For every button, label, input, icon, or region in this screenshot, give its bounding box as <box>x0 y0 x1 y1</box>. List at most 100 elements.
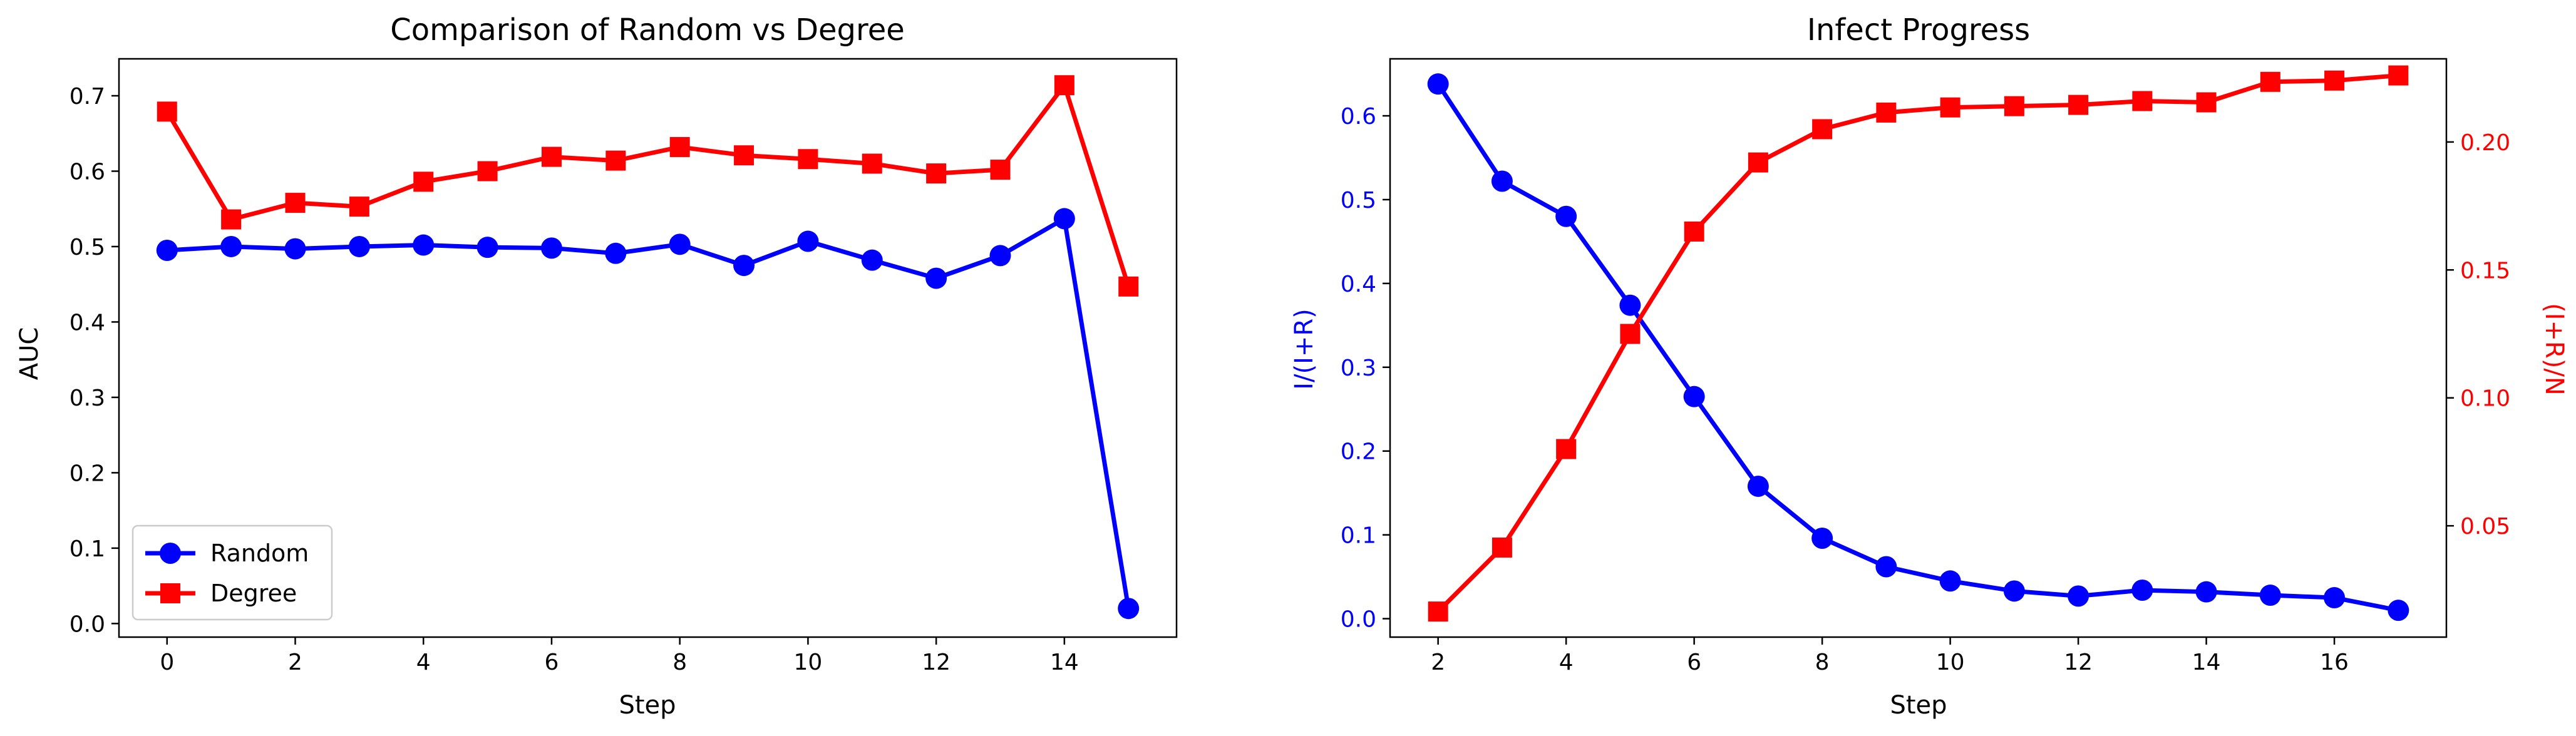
legend-item-random: Random <box>145 539 309 567</box>
series-random-point-2 <box>284 238 306 260</box>
y-tick-label: 0.0 <box>70 611 105 637</box>
series-degree-point-6 <box>541 146 562 167</box>
legend-swatch-marker <box>160 543 181 564</box>
series-right-axis-point-11 <box>2132 91 2153 111</box>
series-random-point-11 <box>861 249 883 271</box>
series-right-axis-line <box>1436 73 2399 613</box>
plot-marks <box>156 75 1140 620</box>
axes: 0 2 4 6 8 10 12 14 0.0 0.1 0.2 0.3 0.4 0.5 0.6 0.7 <box>70 58 1178 675</box>
x-tick-label: 8 <box>1815 650 1830 675</box>
y-tick-label: 0.3 <box>70 386 105 411</box>
x-tick-label: 4 <box>1559 650 1574 675</box>
x-tick-label: 4 <box>416 650 431 675</box>
series-right-axis-point-3 <box>1620 324 1641 344</box>
series-random-point-8 <box>669 233 691 255</box>
y-axis-right-title: (I+R)/N <box>2540 303 2568 396</box>
y-left-tick-label: 0.3 <box>1341 355 1376 381</box>
series-right-axis-point-6 <box>1812 119 1833 140</box>
series-right-axis-point-15 <box>2388 65 2409 86</box>
series-degree-point-1 <box>221 209 242 230</box>
series-right-axis-point-7 <box>1876 102 1897 123</box>
series-degree-point-4 <box>413 171 434 192</box>
y-axis-title: AUC <box>15 327 44 381</box>
x-tick-label: 12 <box>922 650 951 675</box>
series-degree-point-2 <box>285 193 306 213</box>
series-random-point-9 <box>733 255 755 277</box>
chart-title: Comparison of Random vs Degree <box>390 13 905 48</box>
series-right-axis-point-9 <box>2004 96 2024 116</box>
series-random-point-13 <box>989 245 1011 267</box>
series-degree-point-5 <box>477 161 498 181</box>
series-right-axis-point-14 <box>2324 70 2345 91</box>
axes: 2 4 6 8 10 12 14 16 0.0 0.1 0.2 0.3 0.4 0.5 0.6 0.05 0.1… <box>1341 58 2510 675</box>
y-tick-label: 0.2 <box>70 461 105 486</box>
y-left-tick-label: 0.5 <box>1341 188 1376 213</box>
series-random-point-7 <box>605 242 627 264</box>
series-random-point-1 <box>220 235 242 257</box>
series-left-axis-point-6 <box>1811 527 1833 549</box>
series-left-axis-point-7 <box>1875 556 1897 578</box>
series-left-axis-line <box>1436 83 2399 613</box>
series-degree-point-7 <box>605 150 626 171</box>
x-tick-label: 2 <box>1431 650 1445 675</box>
series-right-axis-point-1 <box>1492 537 1512 558</box>
series-degree-point-11 <box>862 153 882 174</box>
x-axis-title: Step <box>619 691 676 720</box>
series-right-axis-point-4 <box>1684 221 1704 242</box>
y-right-tick-label: 0.20 <box>2460 130 2510 156</box>
plot-marks <box>1427 65 2409 622</box>
series-degree-point-8 <box>669 136 690 157</box>
series-degree-point-15 <box>1118 276 1139 297</box>
x-axis-title: Step <box>1890 691 1947 720</box>
series-random-point-12 <box>925 267 947 289</box>
series-degree-point-9 <box>734 145 755 166</box>
legend-box <box>131 524 333 621</box>
series-random-line <box>167 216 1131 609</box>
x-tick-label: 12 <box>2064 650 2093 675</box>
x-tick-label: 14 <box>1050 650 1079 675</box>
y-left-tick-label: 0.2 <box>1341 439 1376 465</box>
series-random-point-10 <box>797 230 819 252</box>
x-tick-label: 16 <box>2320 650 2349 675</box>
x-tick-label: 6 <box>1687 650 1701 675</box>
series-left-axis-point-4 <box>1683 386 1705 407</box>
x-tick-label: 10 <box>794 650 823 675</box>
series-left-axis-point-5 <box>1747 475 1769 497</box>
y-left-tick-label: 0.4 <box>1341 272 1376 297</box>
series-degree-point-14 <box>1054 75 1074 96</box>
legend-item-degree: Degree <box>145 580 297 607</box>
chart-auc-comparison: Comparison of Random vs Degree 0 2 4 6 8 10 12… <box>15 13 1178 720</box>
chart-title: Infect Progress <box>1807 13 2030 48</box>
y-tick-label: 0.5 <box>70 235 105 260</box>
series-left-axis-point-15 <box>2388 600 2409 621</box>
y-axis-left-title: I/(I+R) <box>1290 309 1319 390</box>
legend: Random Degree <box>131 524 333 621</box>
x-tick-label: 8 <box>672 650 687 675</box>
series-left-axis-point-1 <box>1491 170 1513 192</box>
series-left-axis-point-2 <box>1555 205 1577 227</box>
y-tick-label: 0.7 <box>70 84 105 110</box>
plot-frame <box>1389 58 2448 638</box>
x-tick-label: 14 <box>2192 650 2221 675</box>
y-right-tick-label: 0.10 <box>2460 386 2510 412</box>
y-left-tick-label: 0.0 <box>1341 607 1376 633</box>
y-right-tick-label: 0.05 <box>2460 514 2510 539</box>
series-right-axis-point-2 <box>1556 439 1577 459</box>
series-right-axis-point-0 <box>1428 601 1448 622</box>
series-left-axis-point-10 <box>2068 585 2089 607</box>
legend-label: Random <box>210 539 309 567</box>
chart-infect-progress: Infect Progress 2 4 6 8 10 12 14 16 0.0 0.1 0.2 0.3… <box>1290 13 2568 720</box>
series-random-point-5 <box>477 237 498 258</box>
series-left-axis-point-12 <box>2195 581 2217 603</box>
y-tick-label: 0.6 <box>70 159 105 185</box>
plot-frame <box>118 58 1178 638</box>
series-right-axis-point-12 <box>2196 92 2217 113</box>
x-tick-label: 10 <box>1936 650 1965 675</box>
y-left-tick-label: 0.1 <box>1341 523 1376 549</box>
series-degree-line <box>165 83 1131 287</box>
series-left-axis-point-8 <box>1939 570 1961 592</box>
y-tick-label: 0.4 <box>70 310 105 335</box>
series-degree-point-0 <box>157 101 177 122</box>
series-degree-point-13 <box>990 160 1011 180</box>
legend-label: Degree <box>210 580 297 607</box>
